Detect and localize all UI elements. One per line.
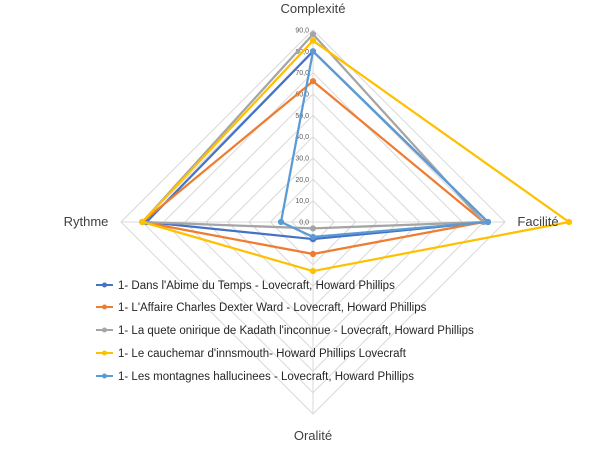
legend-entry: 1- Le cauchemar d'innsmouth- Howard Phil… xyxy=(96,348,407,360)
data-point xyxy=(309,37,317,44)
legend-entry: 1- Les montagnes hallucinees - Lovecraft… xyxy=(96,371,414,383)
legend-marker xyxy=(102,327,107,333)
data-point xyxy=(309,78,317,85)
tick-label: 90,0 xyxy=(295,28,309,35)
legend-entry: 1- Dans l'Abime du Temps - Lovecraft, Ho… xyxy=(96,280,395,292)
axis-title-oralite: Oralité xyxy=(294,428,332,443)
tick-label: 10,0 xyxy=(295,198,309,205)
tick-label: 30,0 xyxy=(295,156,309,163)
data-point xyxy=(309,225,317,232)
tick-label: 60,0 xyxy=(295,92,309,99)
tick-label: 20,0 xyxy=(295,177,309,184)
legend-entry: 1- La quete onirique de Kadath l'inconnu… xyxy=(96,325,474,337)
legend-marker xyxy=(102,373,107,379)
tick-label: 0,0 xyxy=(299,220,309,227)
data-point xyxy=(484,218,492,226)
data-point xyxy=(309,31,317,38)
legend-entry: 1- L'Affaire Charles Dexter Ward - Lovec… xyxy=(96,302,427,314)
legend-label: 1- L'Affaire Charles Dexter Ward - Lovec… xyxy=(118,302,427,314)
legend-marker xyxy=(102,350,107,356)
data-point xyxy=(565,218,573,226)
series-group xyxy=(139,31,573,275)
legend: 1- Dans l'Abime du Temps - Lovecraft, Ho… xyxy=(96,280,474,383)
legend-label: 1- Les montagnes hallucinees - Lovecraft… xyxy=(118,371,414,383)
legend-label: 1- Le cauchemar d'innsmouth- Howard Phil… xyxy=(118,348,407,360)
axis-title-complexite: Complexité xyxy=(280,1,345,16)
series xyxy=(143,48,492,243)
series xyxy=(139,37,573,275)
data-point xyxy=(139,218,146,226)
series-line xyxy=(141,39,571,273)
data-point xyxy=(309,250,317,258)
series xyxy=(277,48,492,241)
legend-label: 1- La quete onirique de Kadath l'inconnu… xyxy=(118,325,474,337)
axis-title-facilite: Facilité xyxy=(517,214,558,229)
data-point xyxy=(309,48,317,55)
data-point xyxy=(309,267,317,275)
tick-label: 70,0 xyxy=(295,70,309,77)
data-point xyxy=(309,233,317,241)
legend-marker xyxy=(102,282,107,288)
axis-title-rythme: Rythme xyxy=(64,214,109,229)
legend-label: 1- Dans l'Abime du Temps - Lovecraft, Ho… xyxy=(118,280,395,292)
legend-marker xyxy=(102,304,107,310)
tick-label: 40,0 xyxy=(295,134,309,141)
data-point xyxy=(277,218,285,226)
tick-label: 50,0 xyxy=(295,113,309,120)
